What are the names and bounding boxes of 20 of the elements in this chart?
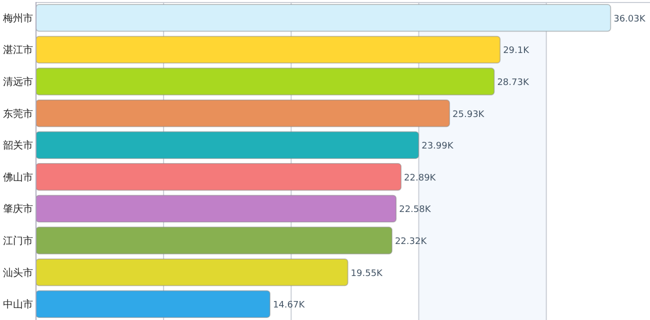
- y-tick-label: 汕头市: [3, 266, 33, 279]
- y-tick-label: 佛山市: [3, 171, 33, 184]
- data-label: 14.67K: [272, 300, 306, 311]
- y-tick-label: 梅州市: [2, 12, 33, 24]
- data-label: 22.32K: [394, 237, 428, 247]
- data-label: 29.1K: [503, 46, 530, 56]
- data-label: 23.99K: [422, 142, 454, 152]
- y-tick-label: 韶关市: [3, 140, 33, 152]
- y-tick-label: 东莞市: [3, 108, 33, 120]
- data-label: 19.55K: [350, 268, 384, 279]
- data-label: 28.73K: [497, 78, 530, 88]
- data-label: 22.58K: [399, 205, 432, 216]
- y-tick-label: 清远市: [3, 76, 33, 88]
- data-label: 25.93K: [452, 110, 486, 120]
- y-tick-label: 肇庆市: [3, 203, 33, 216]
- data-label: 36.03K: [614, 14, 646, 24]
- y-tick-label: 中山市: [3, 298, 33, 311]
- data-label: 22.89K: [404, 173, 437, 184]
- y-tick-label: 湛江市: [3, 44, 33, 56]
- y-tick-label: 江门市: [3, 235, 33, 247]
